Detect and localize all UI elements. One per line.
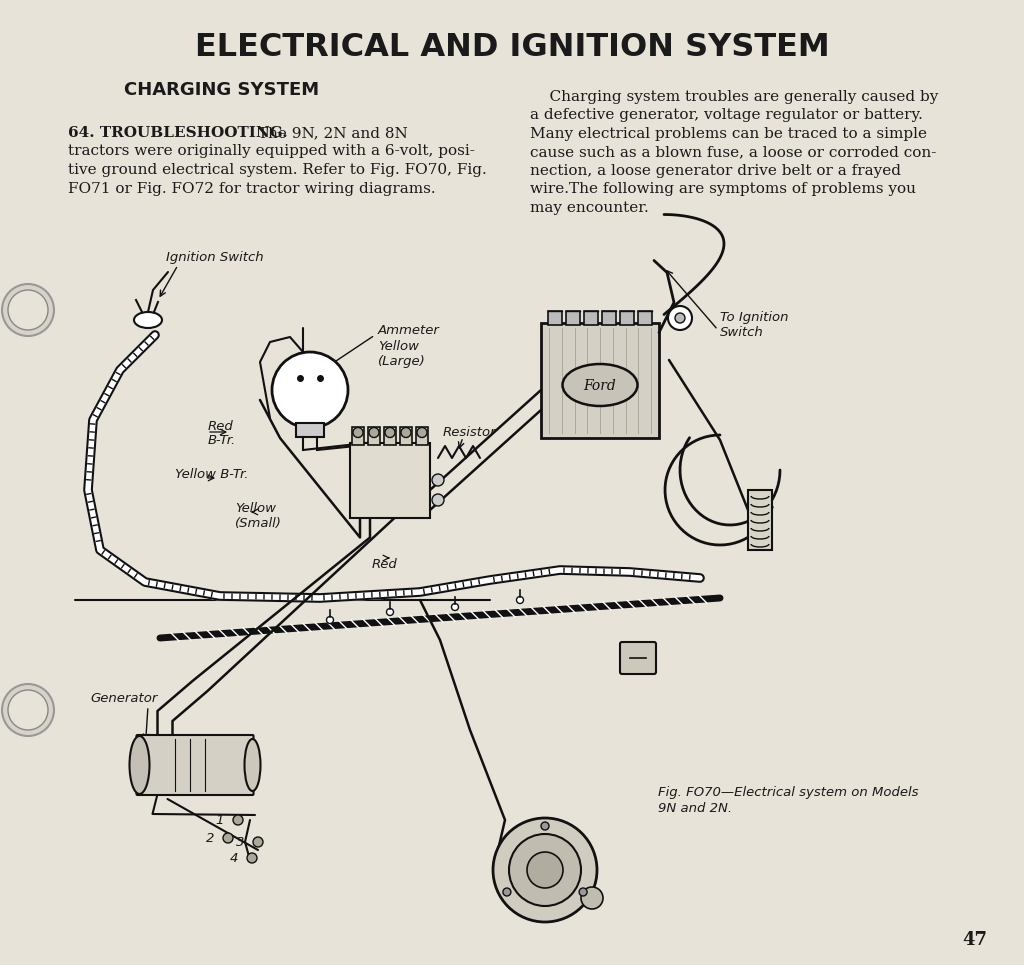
Circle shape <box>527 852 563 888</box>
Text: 64. TROUBLESHOOTING.: 64. TROUBLESHOOTING. <box>68 126 288 140</box>
Text: Ignition Switch: Ignition Switch <box>166 252 263 264</box>
Circle shape <box>580 888 587 896</box>
Text: Ford: Ford <box>584 379 616 393</box>
Text: (Large): (Large) <box>378 355 426 369</box>
Circle shape <box>668 306 692 330</box>
Circle shape <box>541 822 549 830</box>
Text: tractors were originally equipped with a 6-volt, posi-: tractors were originally equipped with a… <box>68 145 475 158</box>
Circle shape <box>2 284 54 336</box>
Text: Yellow B-Tr.: Yellow B-Tr. <box>175 468 249 482</box>
Circle shape <box>223 833 233 843</box>
Ellipse shape <box>562 364 638 406</box>
Circle shape <box>253 837 263 847</box>
Circle shape <box>386 609 393 616</box>
Bar <box>368 427 380 445</box>
Text: 3: 3 <box>236 836 244 848</box>
Text: B-Tr.: B-Tr. <box>208 434 237 448</box>
Circle shape <box>327 617 334 623</box>
Circle shape <box>675 313 685 323</box>
Ellipse shape <box>129 736 150 794</box>
Text: nection, a loose generator drive belt or a frayed: nection, a loose generator drive belt or… <box>530 164 901 178</box>
Circle shape <box>452 603 459 611</box>
Circle shape <box>417 427 427 437</box>
Text: Yellow: Yellow <box>378 340 419 352</box>
Circle shape <box>401 427 411 437</box>
Bar <box>350 443 430 517</box>
Circle shape <box>272 352 348 428</box>
Text: Many electrical problems can be traced to a simple: Many electrical problems can be traced t… <box>530 127 927 141</box>
Circle shape <box>509 834 581 906</box>
Circle shape <box>8 290 48 330</box>
Text: cause such as a blown fuse, a loose or corroded con-: cause such as a blown fuse, a loose or c… <box>530 146 936 159</box>
Circle shape <box>369 427 379 437</box>
Text: Red: Red <box>208 420 233 432</box>
Text: 1: 1 <box>216 813 224 826</box>
Circle shape <box>233 815 243 825</box>
Circle shape <box>493 818 597 922</box>
Circle shape <box>247 853 257 863</box>
Bar <box>584 311 598 324</box>
Text: 2: 2 <box>206 832 214 844</box>
Ellipse shape <box>134 312 162 328</box>
Text: Charging system troubles are generally caused by: Charging system troubles are generally c… <box>530 90 938 104</box>
FancyBboxPatch shape <box>541 322 659 437</box>
Text: a defective generator, voltage regulator or battery.: a defective generator, voltage regulator… <box>530 108 923 123</box>
Text: Switch: Switch <box>720 326 764 340</box>
Text: wire.The following are symptoms of problems you: wire.The following are symptoms of probl… <box>530 182 916 197</box>
Text: ELECTRICAL AND IGNITION SYSTEM: ELECTRICAL AND IGNITION SYSTEM <box>195 33 829 64</box>
Circle shape <box>516 596 523 603</box>
Bar <box>384 427 396 445</box>
Circle shape <box>2 684 54 736</box>
Bar <box>620 311 634 324</box>
Bar <box>748 490 772 550</box>
Circle shape <box>8 690 48 730</box>
Text: Fig. FO70—Electrical system on Models: Fig. FO70—Electrical system on Models <box>658 786 919 799</box>
Text: Resistor: Resistor <box>443 426 497 438</box>
Circle shape <box>432 494 444 506</box>
Text: Red: Red <box>372 559 397 571</box>
Bar <box>566 311 580 324</box>
Circle shape <box>581 887 603 909</box>
Bar <box>602 311 616 324</box>
Bar <box>296 423 324 437</box>
Text: (Small): (Small) <box>234 516 282 530</box>
Text: 9N and 2N.: 9N and 2N. <box>658 802 732 815</box>
Text: 4: 4 <box>229 851 239 865</box>
Bar <box>638 311 652 324</box>
Bar <box>400 427 412 445</box>
FancyBboxPatch shape <box>620 642 656 674</box>
Circle shape <box>385 427 395 437</box>
Text: Ammeter: Ammeter <box>378 323 440 337</box>
Text: Generator: Generator <box>90 692 158 704</box>
Text: FO71 or Fig. FO72 for tractor wiring diagrams.: FO71 or Fig. FO72 for tractor wiring dia… <box>68 181 435 196</box>
Bar <box>548 311 562 324</box>
Text: may encounter.: may encounter. <box>530 201 649 215</box>
Bar <box>352 427 364 445</box>
Text: 47: 47 <box>963 931 987 949</box>
Bar <box>416 427 428 445</box>
FancyBboxPatch shape <box>136 735 254 795</box>
Text: CHARGING SYSTEM: CHARGING SYSTEM <box>125 81 319 99</box>
Text: tive ground electrical system. Refer to Fig. FO70, Fig.: tive ground electrical system. Refer to … <box>68 163 486 177</box>
Circle shape <box>432 474 444 486</box>
Text: To Ignition: To Ignition <box>720 312 788 324</box>
Ellipse shape <box>245 739 260 791</box>
Text: The 9N, 2N and 8N: The 9N, 2N and 8N <box>253 126 408 140</box>
Circle shape <box>353 427 362 437</box>
Text: Yellow: Yellow <box>234 502 276 514</box>
Circle shape <box>503 888 511 896</box>
